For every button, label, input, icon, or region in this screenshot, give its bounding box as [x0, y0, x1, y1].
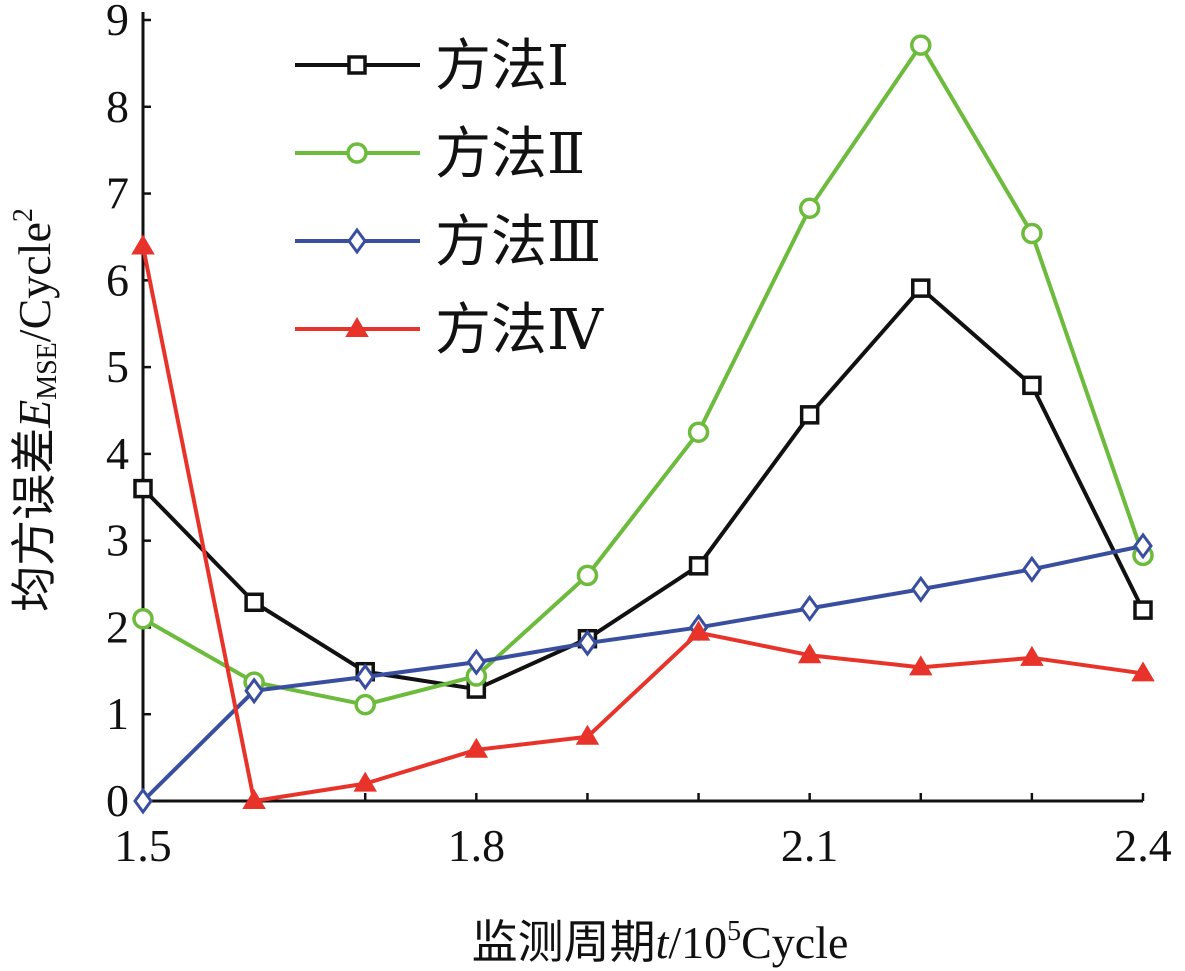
circle-marker — [910, 34, 932, 56]
diamond-marker — [466, 648, 487, 676]
legend-item: 方法Ⅱ — [295, 124, 585, 186]
legend-label: 方法Ⅰ — [435, 36, 569, 98]
circle-marker — [354, 693, 376, 716]
diamond-marker — [910, 575, 931, 603]
triangle-marker — [345, 317, 369, 337]
square-marker — [347, 55, 367, 75]
y-tick-label: 3 — [106, 515, 129, 566]
y-tick-label: 0 — [106, 775, 129, 826]
square-marker — [1022, 375, 1042, 396]
triangle-marker — [909, 655, 933, 676]
triangle-marker — [797, 643, 822, 664]
x-tick-label: 2.4 — [1114, 820, 1172, 871]
circle-marker — [346, 142, 368, 164]
y-axis-label: 均方误差EMSE/Cycle2 — [8, 208, 63, 612]
y-tick-label: 1 — [106, 688, 129, 739]
series-2 — [132, 34, 1154, 716]
x-tick-label: 2.1 — [781, 820, 839, 871]
square-marker — [911, 278, 931, 298]
x-axis-label: 监测周期t/105Cycle — [472, 916, 849, 968]
y-tick-label: 9 — [106, 0, 129, 45]
legend: 方法Ⅰ 方法Ⅱ 方法Ⅲ 方法Ⅳ — [295, 36, 604, 362]
y-tick-label: 4 — [106, 428, 129, 479]
circle-marker — [132, 608, 154, 630]
diamond-marker — [1022, 555, 1042, 583]
series-line — [141, 246, 1144, 803]
triangle-marker — [353, 771, 377, 792]
diamond-marker — [355, 663, 376, 691]
triangle-marker — [575, 724, 600, 745]
series-line — [141, 543, 1144, 803]
legend-label: 方法Ⅳ — [435, 300, 604, 362]
triangle-marker — [1020, 645, 1044, 666]
triangle-marker — [1131, 661, 1155, 682]
legend-label: 方法Ⅲ — [435, 212, 601, 274]
y-tick-label: 6 — [106, 254, 129, 305]
diamond-marker — [133, 787, 153, 815]
circle-marker — [798, 197, 821, 220]
legend-item: 方法Ⅲ — [295, 212, 601, 274]
triangle-marker — [686, 620, 711, 641]
square-marker — [244, 592, 264, 613]
diamond-marker — [1133, 532, 1153, 560]
legend-label: 方法Ⅱ — [435, 124, 585, 186]
x-tick-label: 1.8 — [448, 820, 506, 871]
circle-marker — [687, 421, 710, 443]
y-tick-label: 7 — [106, 168, 129, 219]
x-tick-label: 1.5 — [114, 820, 172, 871]
square-marker — [133, 478, 153, 499]
diamond-marker — [577, 629, 598, 657]
series-3 — [133, 532, 1153, 815]
circle-marker — [576, 564, 599, 587]
series-line — [141, 286, 1145, 692]
series-line — [142, 43, 1145, 707]
legend-item: 方法Ⅳ — [295, 300, 604, 362]
triangle-marker — [464, 737, 489, 758]
triangle-marker — [131, 234, 155, 255]
y-tick-label: 5 — [106, 341, 129, 392]
diamond-marker — [244, 677, 264, 705]
circle-marker — [1021, 222, 1043, 245]
y-tick-label: 8 — [106, 81, 129, 132]
square-marker — [688, 556, 709, 576]
y-tick-label: 2 — [106, 601, 129, 652]
series-4 — [131, 234, 1155, 809]
triangle-marker — [242, 789, 266, 809]
diamond-marker — [799, 594, 820, 622]
legend-item: 方法Ⅰ — [295, 36, 569, 98]
square-marker — [799, 405, 820, 425]
diamond-marker — [347, 227, 367, 255]
square-marker — [1133, 600, 1153, 620]
